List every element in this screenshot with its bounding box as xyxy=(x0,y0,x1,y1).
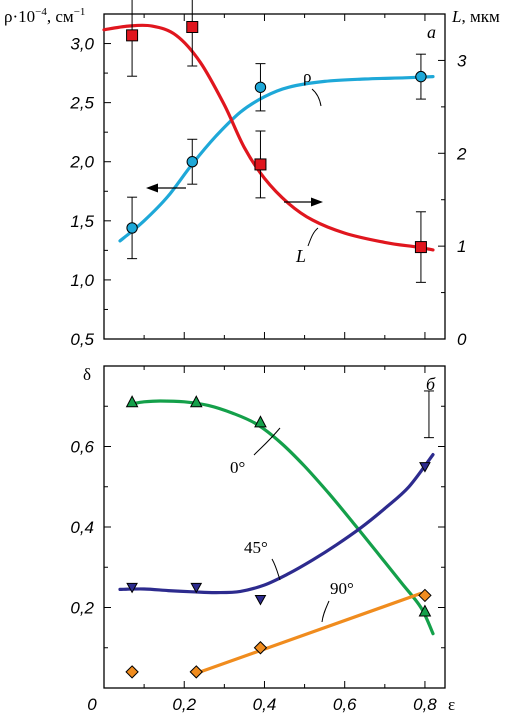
left-arrow xyxy=(146,183,186,193)
delta-point-2 xyxy=(253,641,268,655)
rho-point xyxy=(415,70,427,83)
l-point xyxy=(414,241,427,254)
l-curve-label: L xyxy=(295,246,306,266)
top-panel-error-bars xyxy=(127,0,426,283)
delta-point-2 xyxy=(189,665,203,679)
top-y-right-tick-label: 1 xyxy=(457,237,466,256)
top-panel-curves xyxy=(102,23,435,252)
top-y-right-tick-label: 2 xyxy=(456,144,467,163)
l-curve xyxy=(102,23,435,252)
rho-point xyxy=(186,156,198,168)
top-panel-annotations: ρ L xyxy=(146,67,323,266)
delta-curve-2 xyxy=(198,591,423,674)
bottom-panel-error-bars xyxy=(423,390,434,439)
top-panel-ticks xyxy=(104,14,445,339)
bottom-panel-frame xyxy=(103,365,446,689)
bottom-x-tick-label: 0,4 xyxy=(253,695,277,714)
bottom-y-tick-label: 0,4 xyxy=(70,518,94,537)
label-90-deg: 90° xyxy=(330,579,354,598)
bottom-panel-markers xyxy=(125,395,432,679)
delta-point-2 xyxy=(418,588,432,603)
bottom-panel-ticks xyxy=(104,366,445,688)
label-45-deg-leader xyxy=(271,558,281,581)
rho-curve xyxy=(118,75,435,243)
top-panel-markers xyxy=(126,21,427,254)
top-y-left-tick-label: 0,5 xyxy=(70,330,94,349)
panel-letter-b: б xyxy=(426,374,436,394)
l-point xyxy=(254,158,267,171)
l-point xyxy=(126,29,139,42)
label-45-deg: 45° xyxy=(244,538,268,557)
top-y-left-tick-label: 2,5 xyxy=(69,94,94,113)
delta-point-0 xyxy=(125,395,139,408)
top-y-right-tick-label: 3 xyxy=(457,51,467,70)
rho-curve-label: ρ xyxy=(303,67,311,86)
bottom-panel-annotations: 0° 45° 90° xyxy=(230,427,354,623)
top-panel-axis-titles: ρ·10−4, см−1 L, мкм а xyxy=(4,6,500,42)
rho-point xyxy=(126,222,138,234)
delta-point-1 xyxy=(190,582,203,594)
delta-curve-0 xyxy=(130,399,435,636)
label-0-deg: 0° xyxy=(230,458,245,477)
top-y-left-tick-label: 2,0 xyxy=(69,153,94,172)
top-y-left-tick-label: 1,0 xyxy=(70,271,94,290)
bottom-x-tick-label: 0,2 xyxy=(172,695,196,714)
bottom-panel-tick-labels: 0,2 0,4 0,6 0 0,2 0,4 0,6 0,8 xyxy=(70,438,437,715)
top-y-left-tick-label: 3,0 xyxy=(70,35,94,54)
right-arrow xyxy=(284,197,323,207)
y-left-title-bottom: δ xyxy=(83,365,91,384)
delta-point-0 xyxy=(254,415,267,428)
delta-point-0 xyxy=(189,395,203,408)
rho-point xyxy=(254,81,267,93)
bottom-x-tick-label: 0 xyxy=(87,695,97,714)
y-left-title-top: ρ·10−4, см−1 xyxy=(4,6,85,26)
bottom-x-tick-label: 0,8 xyxy=(413,695,437,714)
label-0-deg-leader xyxy=(253,427,281,456)
x-axis-title-epsilon: ε xyxy=(448,695,455,714)
rho-label-leader xyxy=(311,88,322,107)
delta-curve-1 xyxy=(118,453,435,595)
bottom-y-tick-label: 0,6 xyxy=(70,438,94,457)
delta-point-2 xyxy=(125,665,139,679)
l-label-leader xyxy=(307,227,319,247)
top-y-right-tick-label: 0 xyxy=(457,330,467,349)
bottom-x-tick-label: 0,6 xyxy=(333,695,357,714)
delta-point-0 xyxy=(418,604,432,617)
l-point xyxy=(186,21,199,33)
delta-point-1 xyxy=(126,582,138,594)
delta-point-1 xyxy=(254,594,267,606)
top-panel-tick-labels: 0,5 1,0 1,5 2,0 2,5 3,0 0 1 2 3 xyxy=(69,35,467,349)
top-panel-frame xyxy=(103,13,446,340)
panel-letter-a: а xyxy=(427,22,436,42)
bottom-panel-axis-titles: δ ε б xyxy=(83,365,455,714)
top-y-left-tick-label: 1,5 xyxy=(70,212,94,231)
label-90-deg-leader xyxy=(321,600,330,623)
bottom-y-tick-label: 0,2 xyxy=(70,599,94,618)
bottom-panel-curves xyxy=(118,399,435,674)
y-right-title-top: L, мкм xyxy=(451,7,500,26)
delta-point-1 xyxy=(419,462,431,473)
